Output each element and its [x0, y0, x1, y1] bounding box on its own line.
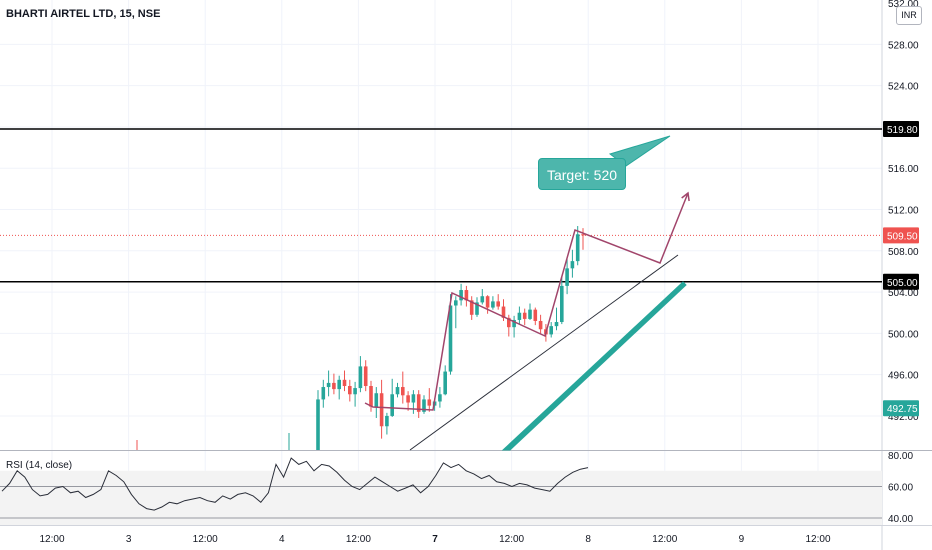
level-price-badge [883, 121, 919, 138]
price-path-projection[interactable] [364, 191, 690, 411]
price-tick-label: 500.00 [888, 329, 919, 340]
candle-body [517, 312, 522, 320]
price-tick-label: 492.00 [888, 412, 919, 423]
price-axis[interactable]: 492.00 496.00 500.00 504.00 508.00 512.00 516.… [883, 0, 919, 525]
time-tick-label: 3 [126, 534, 132, 545]
currency-badge[interactable]: INR [896, 6, 922, 25]
candle-body [395, 387, 400, 395]
candle-body [379, 393, 384, 427]
candle-body [565, 268, 569, 286]
symbol-title: BHARTI AIRTEL LTD, 15, NSE [6, 8, 161, 20]
candle-body [459, 290, 463, 301]
candle-body [422, 399, 426, 412]
price-tick-label: 516.00 [888, 164, 919, 175]
level-price-badge [883, 273, 919, 290]
candle-body [363, 366, 368, 387]
candle-body [522, 312, 527, 319]
time-tick-label: 12:00 [39, 534, 64, 545]
candle-body [369, 386, 373, 407]
candle-body [438, 394, 442, 402]
candle-body [485, 296, 490, 308]
time-tick-label: 4 [279, 534, 285, 545]
time-tick-label: 7 [432, 534, 438, 545]
candle-body [332, 382, 336, 390]
channel-price-badge [883, 400, 919, 417]
candle-body [538, 320, 543, 330]
candlestick-series [136, 226, 585, 450]
time-tick-label: 12:00 [805, 534, 830, 545]
time-tick-label: 12:00 [346, 534, 371, 545]
current-price-badge [883, 227, 919, 244]
candle-body [358, 366, 363, 389]
candle-body [475, 302, 479, 315]
price-tick-label: 532.00 [888, 0, 919, 10]
ascending-channel-band[interactable] [501, 281, 687, 451]
time-axis[interactable]: 12:00 3 12:00 4 12:00 7 12:00 8 12:00 9 12:00 [39, 534, 830, 545]
candle-body [374, 393, 379, 407]
candle-body [321, 387, 326, 400]
candle-body [464, 290, 469, 301]
rsi-line [1, 457, 589, 511]
candle-body [469, 300, 474, 315]
candle-body [448, 305, 453, 372]
level-price-label: 519.80 [887, 125, 918, 136]
rsi-background-band [0, 470, 882, 525]
candle-body [390, 394, 394, 416]
candle-body [316, 399, 320, 450]
candle-body [416, 394, 421, 412]
current-price-label: 509.50 [887, 231, 918, 242]
time-tick-label: 9 [739, 534, 745, 545]
candle-body [512, 319, 516, 328]
candle-body [348, 386, 352, 395]
candle-body [570, 261, 575, 269]
channel-price-label: 492.75 [887, 404, 918, 415]
candle-body [443, 371, 447, 395]
drawing-tools[interactable] [364, 135, 690, 451]
price-tick-label: 504.00 [888, 288, 919, 299]
price-tick-label: 524.00 [888, 82, 919, 93]
time-tick-label: 12:00 [652, 534, 677, 545]
rsi-tick-label: 60.00 [888, 483, 913, 494]
target-callout[interactable]: Target: 520 [538, 158, 626, 190]
candle-body [575, 234, 580, 262]
candle-body [528, 309, 532, 319]
price-tick-label: 512.00 [888, 206, 919, 217]
candle-body [326, 382, 331, 388]
level-price-label: 505.00 [887, 278, 918, 289]
candle-body [549, 326, 553, 335]
price-tick-label: 528.00 [888, 40, 919, 51]
rsi-pane [0, 457, 882, 525]
rsi-indicator-title: RSI (14, close) [6, 460, 73, 471]
rsi-tick-label: 40.00 [888, 514, 913, 525]
price-tick-label: 508.00 [888, 247, 919, 258]
candle-body [560, 285, 564, 323]
candle-body [581, 234, 585, 236]
candle-body [353, 388, 357, 395]
candle-body [342, 379, 347, 387]
price-tick-label: 496.00 [888, 371, 919, 382]
candle-body [507, 317, 511, 328]
rsi-tick-label: 80.00 [888, 451, 913, 462]
candle-body [480, 296, 485, 303]
candle-body [427, 399, 432, 406]
candle-body [454, 300, 458, 306]
candle-body [385, 415, 389, 427]
candle-body [337, 379, 341, 390]
time-tick-label: 12:00 [193, 534, 218, 545]
candle-body [406, 395, 410, 403]
time-tick-label: 12:00 [499, 534, 524, 545]
candle-body [554, 322, 559, 327]
candle-body [496, 301, 500, 307]
time-tick-label: 8 [585, 534, 591, 545]
candle-body [401, 387, 405, 396]
candle-body [501, 306, 506, 318]
candle-body [411, 394, 416, 403]
candle-body [491, 301, 495, 308]
candle-body [533, 309, 538, 321]
ascending-trendline[interactable] [409, 254, 679, 451]
